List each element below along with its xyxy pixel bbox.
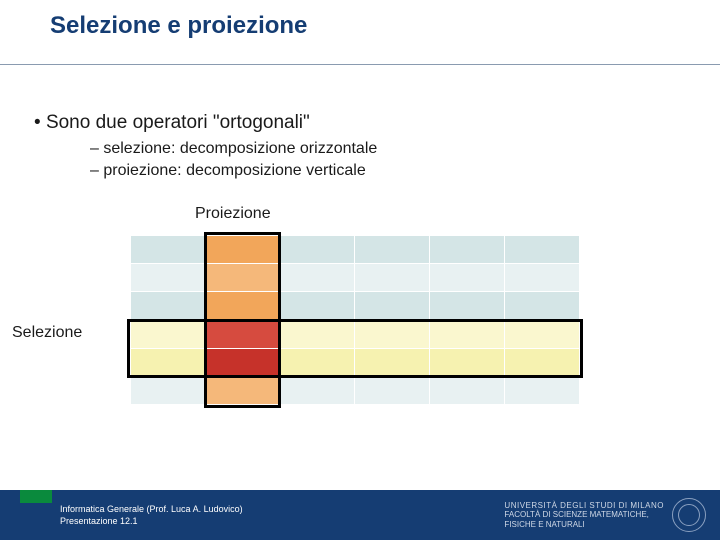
- grid-cell: [131, 320, 206, 348]
- projection-label: Proiezione: [195, 205, 271, 223]
- grid-cell: [505, 236, 580, 264]
- grid-cell: [131, 376, 206, 404]
- grid-cell: [355, 376, 430, 404]
- grid-cell: [430, 320, 505, 348]
- grid-cell: [280, 376, 355, 404]
- footer-line2: Presentazione 12.1: [60, 516, 243, 528]
- grid-cell: [280, 292, 355, 320]
- uni-line1: UNIVERSITÀ DEGLI STUDI DI MILANO: [504, 501, 664, 511]
- footer-line1: Informatica Generale (Prof. Luca A. Ludo…: [60, 504, 243, 516]
- seal-inner: [678, 504, 700, 526]
- grid-cell: [430, 264, 505, 292]
- grid-cell: [430, 236, 505, 264]
- grid-cell: [131, 236, 206, 264]
- university-seal-icon: [672, 498, 706, 532]
- grid-cell: [131, 348, 206, 376]
- footer-accent: [20, 490, 52, 503]
- grid-cell: [280, 320, 355, 348]
- grid-cell: [131, 292, 206, 320]
- selection-label: Selezione: [12, 324, 82, 342]
- grid-cell: [355, 320, 430, 348]
- grid-cell: [430, 292, 505, 320]
- grid-table: [130, 235, 580, 405]
- bullet-sub-2: proiezione: decomposizione verticale: [90, 162, 366, 180]
- slide-title: Selezione e proiezione: [50, 12, 307, 40]
- grid-cell: [280, 236, 355, 264]
- grid-cell: [205, 348, 280, 376]
- title-rule: [0, 64, 720, 65]
- footer: Informatica Generale (Prof. Luca A. Ludo…: [0, 490, 720, 540]
- grid-cell: [355, 292, 430, 320]
- grid-cell: [280, 348, 355, 376]
- grid-cell: [205, 376, 280, 404]
- footer-text: Informatica Generale (Prof. Luca A. Ludo…: [60, 504, 243, 527]
- grid-cell: [430, 376, 505, 404]
- grid-cell: [355, 348, 430, 376]
- grid-cell: [505, 320, 580, 348]
- grid-cell: [205, 236, 280, 264]
- grid-cell: [505, 292, 580, 320]
- grid-cell: [131, 264, 206, 292]
- grid-cell: [505, 264, 580, 292]
- bullet-main: Sono due operatori "ortogonali": [34, 112, 310, 134]
- grid-cell: [205, 292, 280, 320]
- uni-line3: FISICHE E NATURALI: [504, 520, 664, 530]
- diagram: [130, 235, 580, 405]
- grid-cell: [505, 348, 580, 376]
- grid-cell: [205, 264, 280, 292]
- grid-cell: [280, 264, 355, 292]
- bullet-sub-1: selezione: decomposizione orizzontale: [90, 140, 377, 158]
- university-logo: UNIVERSITÀ DEGLI STUDI DI MILANO FACOLTÀ…: [504, 498, 706, 532]
- grid-cell: [205, 320, 280, 348]
- university-text: UNIVERSITÀ DEGLI STUDI DI MILANO FACOLTÀ…: [504, 501, 664, 530]
- grid-cell: [505, 376, 580, 404]
- grid-cell: [430, 348, 505, 376]
- grid-cell: [355, 264, 430, 292]
- uni-line2: FACOLTÀ DI SCIENZE MATEMATICHE,: [504, 510, 664, 520]
- grid-cell: [355, 236, 430, 264]
